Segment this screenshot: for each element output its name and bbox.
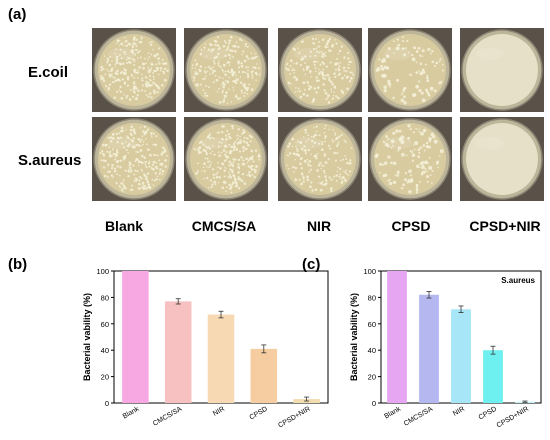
- y-tick-label: 80: [368, 293, 376, 302]
- col-label-nir: NIR: [306, 218, 332, 234]
- bar: [451, 309, 471, 403]
- col-label-cmcs-sa: CMCS/SA: [191, 218, 257, 234]
- y-axis-label: Bacterial vability (%): [349, 293, 359, 381]
- col-label-cpsd-nir: CPSD+NIR: [469, 218, 541, 234]
- y-tick-label: 20: [368, 373, 376, 382]
- chart-title: S.aureus: [501, 276, 535, 285]
- bar: [164, 301, 192, 403]
- bar-chart-b: 0 20 40 60 80 100 Bacterial vability (%) Blank C…: [82, 267, 329, 430]
- petri-dish: [278, 28, 362, 112]
- bar: [419, 294, 439, 403]
- y-tick-label: 100: [363, 267, 376, 276]
- row-label-saureus: S.aureus: [18, 152, 82, 169]
- bar: [250, 348, 278, 403]
- y-tick-label: 60: [368, 320, 376, 329]
- x-tick-label: Blank: [122, 405, 141, 420]
- y-axis-label: Bacterial vability (%): [82, 293, 92, 381]
- petri-dish: [278, 117, 362, 201]
- y-tick-label: 60: [101, 320, 109, 329]
- bar: [387, 271, 407, 403]
- x-tick-label: CPSD+NIR: [277, 406, 311, 430]
- petri-dish: [368, 117, 452, 201]
- y-tick-label: 40: [368, 346, 376, 355]
- bar: [207, 314, 235, 403]
- x-tick-label: NIR: [212, 406, 226, 418]
- x-tick-label: CPSD: [248, 406, 268, 422]
- petri-dish: [92, 28, 176, 112]
- y-tick-label: 40: [101, 346, 109, 355]
- petri-dish: [368, 28, 452, 112]
- x-tick-label: CMCS/SA: [403, 406, 434, 428]
- y-tick-label: 0: [372, 399, 376, 408]
- petri-dish: [184, 117, 268, 201]
- bar: [483, 350, 503, 403]
- col-label-blank: Blank: [104, 218, 144, 234]
- bar: [122, 271, 149, 403]
- y-tick-label: 80: [101, 293, 109, 302]
- panel-a-label: (a): [8, 6, 27, 23]
- petri-dish: [460, 28, 544, 112]
- x-tick-label: Blank: [383, 405, 402, 420]
- x-tick-label: CMCS/SA: [152, 406, 183, 428]
- y-tick-label: 100: [96, 267, 109, 276]
- panel-c-label: (c): [302, 256, 321, 273]
- y-tick-label: 0: [105, 399, 109, 408]
- x-tick-label: CPSD: [478, 406, 498, 422]
- panel-b-label: (b): [8, 256, 28, 273]
- col-label-cpsd: CPSD: [391, 218, 431, 234]
- x-tick-label: NIR: [452, 406, 466, 418]
- x-tick-label: CPSD+NIR: [496, 406, 530, 430]
- y-tick-label: 20: [101, 373, 109, 382]
- petri-dish: [460, 117, 544, 201]
- petri-dish: [184, 28, 268, 112]
- petri-dish: [92, 117, 176, 201]
- row-label-ecoli: E.coil: [28, 64, 69, 81]
